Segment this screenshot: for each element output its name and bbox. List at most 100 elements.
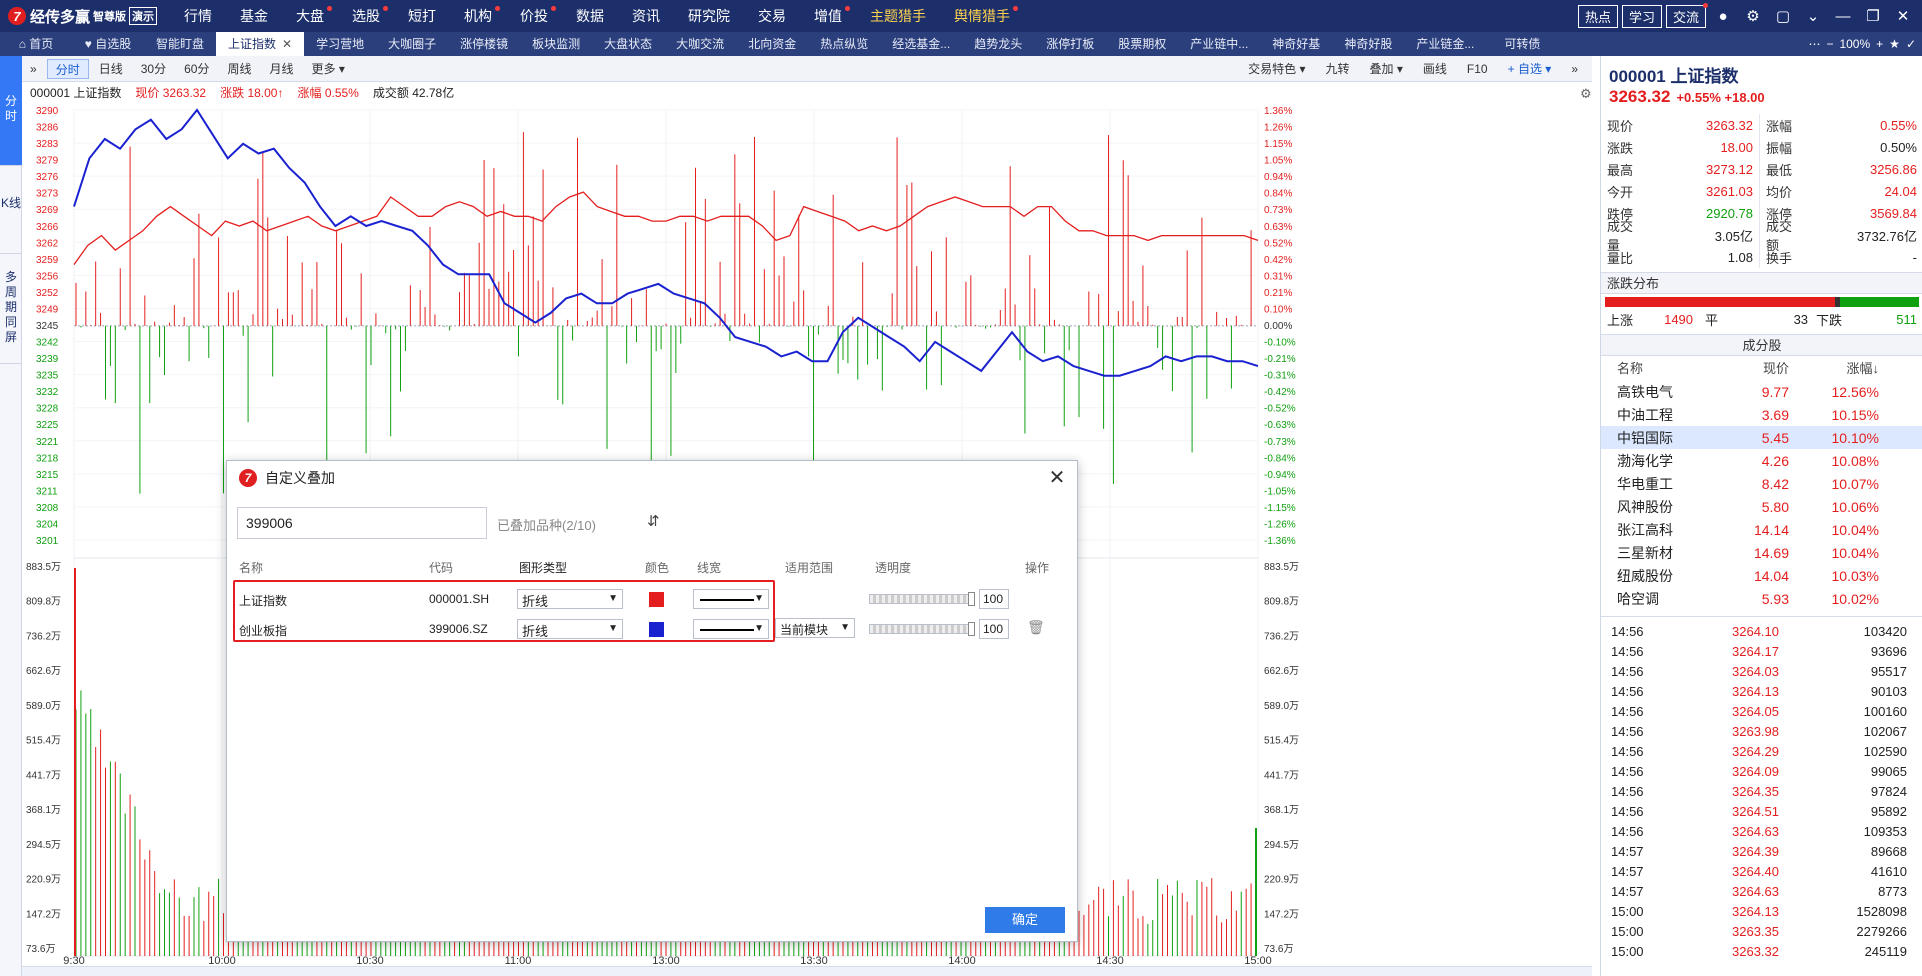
menu-item[interactable]: 机构 [450, 0, 506, 32]
component-row[interactable]: 哈空调 5.93 10.02% [1601, 587, 1922, 610]
menu-item[interactable]: 交易 [758, 8, 786, 24]
code-input[interactable] [237, 507, 487, 539]
tab[interactable]: 神奇好基 [1272, 37, 1321, 51]
menu-item[interactable]: 舆情猎手 [940, 0, 1024, 32]
exchange-button[interactable]: 交流 [1665, 2, 1708, 28]
tab[interactable]: 智能盯盘 [156, 37, 205, 51]
tab[interactable]: 大盘状态 [604, 37, 653, 51]
tab[interactable]: 板块监测 [532, 37, 581, 51]
opacity-slider[interactable] [869, 622, 975, 636]
restore-icon[interactable]: ❐ [1866, 8, 1880, 25]
expand-icon[interactable]: » [1571, 62, 1578, 76]
component-row[interactable]: 中铝国际 5.45 10.10% [1601, 426, 1922, 449]
pin-icon[interactable]: ✓ [1905, 37, 1916, 51]
hot-button[interactable]: 热点 [1577, 4, 1618, 28]
menu-item[interactable]: 研究院 [688, 8, 730, 24]
menu-item[interactable]: 数据 [576, 8, 604, 24]
menu-item[interactable]: 主题猎手 [870, 8, 926, 24]
trade-feature-button[interactable]: 交易特色 ▾ [1248, 62, 1306, 76]
component-row[interactable]: 纽威股份 14.04 10.03% [1601, 564, 1922, 587]
menu-item[interactable]: 基金 [240, 8, 268, 24]
user-icon[interactable]: ● [1718, 7, 1728, 25]
view-kline[interactable]: K线 [0, 166, 22, 254]
period-button[interactable]: 月线 [269, 61, 294, 76]
component-price: 9.77 [1761, 383, 1789, 400]
period-button[interactable]: 30分 [140, 61, 167, 76]
opacity-input[interactable]: 100 [979, 619, 1009, 639]
volume-axis-label-right: 515.4万 [1264, 736, 1299, 747]
volume-axis-label: 220.9万 [26, 875, 61, 886]
component-row[interactable]: 渤海化学 4.26 10.08% [1601, 449, 1922, 472]
app-logo[interactable]: 7 经传多赢 智尊版 演示 [0, 6, 170, 27]
period-button[interactable]: 周线 [227, 61, 252, 76]
type-select[interactable]: 折线 ▼ [517, 589, 623, 609]
overlay-button[interactable]: 叠加 ▾ [1369, 62, 1403, 76]
tab-home[interactable]: ⌂ 首页 [18, 37, 54, 51]
tab-close-icon[interactable]: ✕ [282, 37, 293, 51]
tab[interactable]: 北向资金 [748, 37, 797, 51]
draw-button[interactable]: 画线 [1422, 62, 1447, 76]
period-button[interactable]: 分时 [46, 58, 89, 79]
component-row[interactable]: 张江高科 14.14 10.04% [1601, 518, 1922, 541]
collapse-icon[interactable]: » [30, 61, 37, 76]
gear-icon[interactable]: ⚙ [1746, 8, 1760, 25]
component-row[interactable]: 三星新材 14.69 10.04% [1601, 541, 1922, 564]
learn-button[interactable]: 学习 [1621, 4, 1662, 28]
tab[interactable]: 神奇好股 [1344, 37, 1393, 51]
close-icon[interactable]: ✕ [1896, 8, 1910, 25]
zoom-in-icon[interactable]: + [1876, 37, 1884, 51]
add-watchlist-button[interactable]: + 自选 ▾ [1507, 62, 1552, 76]
more-icon[interactable]: ⋯ [1808, 37, 1821, 51]
period-button[interactable]: 60分 [184, 61, 210, 76]
star-icon[interactable]: ★ [1889, 37, 1900, 51]
menu-item[interactable]: 行情 [184, 8, 212, 24]
tab[interactable]: 大咖交流 [676, 37, 725, 51]
component-row[interactable]: 风神股份 5.80 10.06% [1601, 495, 1922, 518]
menu-item[interactable]: 资讯 [632, 8, 660, 24]
menu-item[interactable]: 大盘 [282, 0, 338, 32]
tab-active[interactable]: 上证指数 ✕ [216, 32, 305, 56]
component-row[interactable]: 高铁电气 9.77 12.56% [1601, 380, 1922, 403]
tab[interactable]: 可转债 [1504, 37, 1541, 51]
menu-item[interactable]: 选股 [338, 0, 394, 32]
tab[interactable]: 涨停楼镜 [460, 37, 509, 51]
opacity-input[interactable]: 100 [979, 589, 1009, 609]
component-row[interactable]: 华电重工 8.42 10.07% [1601, 472, 1922, 495]
tab[interactable]: 产业链金... [1416, 37, 1475, 51]
minimize-icon[interactable]: — [1835, 7, 1851, 25]
menu-item[interactable]: 增值 [800, 0, 856, 32]
sort-icon[interactable]: ⇵ [647, 513, 660, 530]
tab[interactable]: 学习营地 [316, 37, 365, 51]
more-periods-button[interactable]: 更多 ▾ [311, 61, 345, 76]
tab[interactable]: 大咖圈子 [388, 37, 437, 51]
tab-watchlist[interactable]: ♥ 自选股 [84, 37, 132, 51]
tab[interactable]: 产业链中... [1190, 37, 1249, 51]
tab[interactable]: 热点纵览 [820, 37, 869, 51]
tab[interactable]: 趋势龙头 [974, 37, 1023, 51]
view-multi-period[interactable]: 多周期同屏 [0, 254, 22, 364]
view-timeshare[interactable]: 分时 [0, 56, 22, 166]
chevron-down-icon[interactable]: ⌄ [1806, 8, 1820, 25]
line-width-select[interactable]: ▼ [693, 589, 769, 609]
trash-icon[interactable]: 🗑 [1027, 619, 1045, 635]
line-width-select[interactable]: ▼ [693, 619, 769, 639]
type-select[interactable]: 折线 ▼ [517, 619, 623, 639]
tab[interactable]: 经选基金... [892, 37, 951, 51]
tab[interactable]: 股票期权 [1118, 37, 1167, 51]
color-swatch-blue[interactable] [649, 622, 664, 637]
f10-button[interactable]: F10 [1466, 62, 1488, 76]
menu-item[interactable]: 价投 [506, 0, 562, 32]
window-icon[interactable]: ▢ [1775, 8, 1791, 25]
confirm-button[interactable]: 确定 [985, 907, 1065, 933]
chart-settings-icon[interactable]: ⚙ [1580, 86, 1592, 101]
opacity-slider[interactable] [869, 592, 975, 606]
scope-select[interactable]: 当前模块 ▼ [775, 618, 855, 638]
nine-turn-button[interactable]: 九转 [1325, 62, 1350, 76]
zoom-out-icon[interactable]: − [1826, 37, 1834, 51]
menu-item[interactable]: 短打 [408, 8, 436, 24]
tab[interactable]: 涨停打板 [1046, 37, 1095, 51]
component-row[interactable]: 中油工程 3.69 10.15% [1601, 403, 1922, 426]
dialog-close-icon[interactable]: ✕ [1048, 467, 1066, 489]
period-button[interactable]: 日线 [98, 61, 123, 76]
color-swatch-red[interactable] [649, 592, 664, 607]
